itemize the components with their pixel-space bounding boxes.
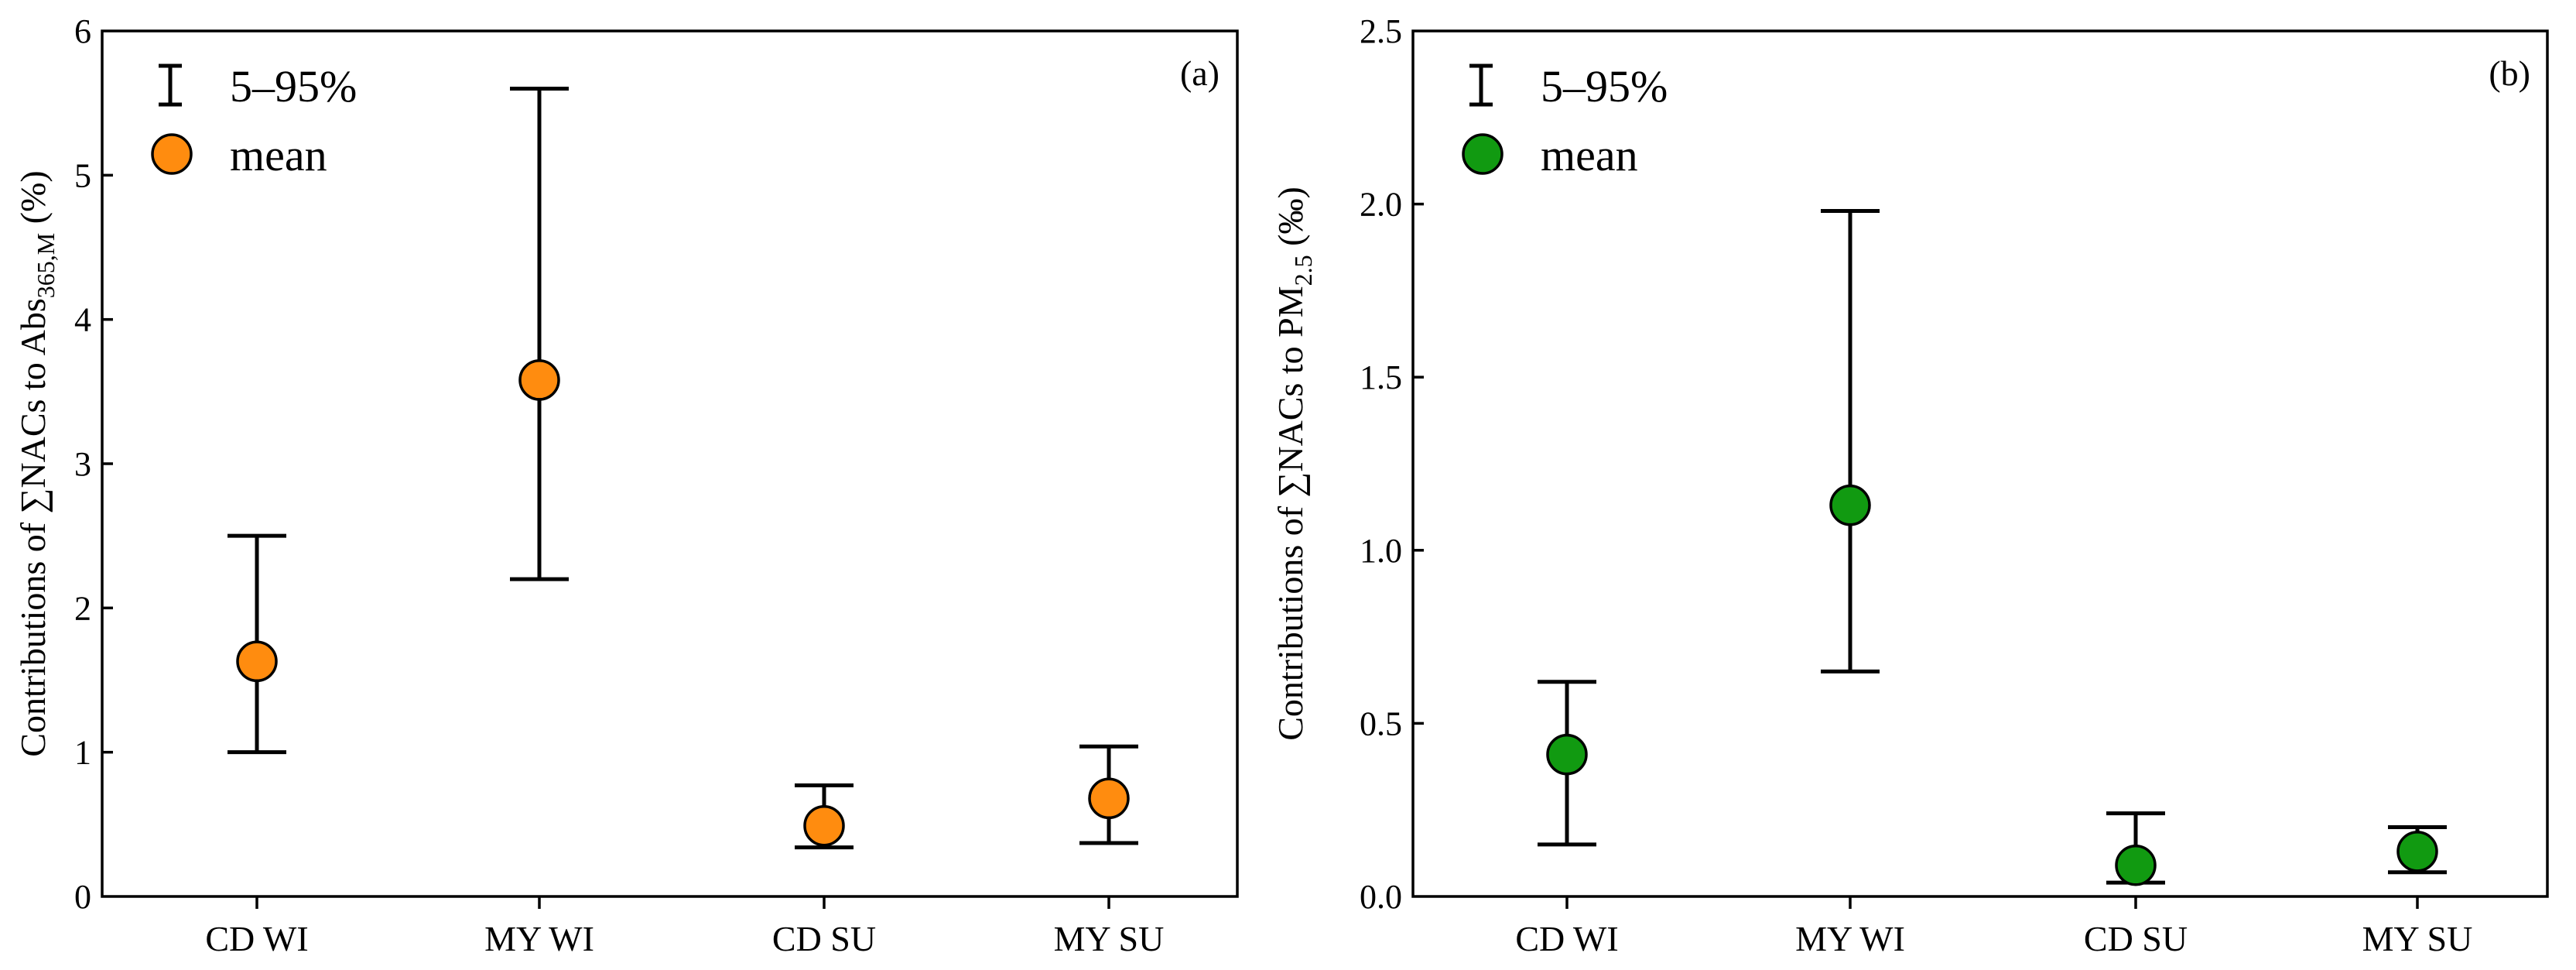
panel-b-y-ticks: 0.0 0.5 1.0 1.5 2.0 2.5 [1360, 12, 1424, 916]
panel-b-y-tick-label: 2.5 [1360, 12, 1402, 50]
panel-b-y-tick-label: 0.0 [1360, 878, 1402, 916]
panel-a-y-tick-label: 3 [74, 445, 91, 483]
panel-a-tag: (a) [1180, 53, 1220, 93]
panel-b-mean-point [2396, 831, 2438, 872]
panel-a-y-tick-label: 5 [74, 156, 91, 194]
panel-b-y-tick-label: 0.5 [1360, 704, 1402, 742]
panel-a-y-tick-label: 2 [74, 589, 91, 627]
panel-b-x-tick-label: CD SU [2084, 919, 2188, 958]
panel-b-errorbar [1821, 209, 1880, 674]
panel-a-legend-mean-marker [151, 133, 193, 175]
panel-a-mean-point [803, 804, 845, 847]
panel-a-mean-point [1088, 777, 1130, 820]
panel-b-plot-frame [1411, 29, 2549, 898]
panel-b-y-tick-label: 2.0 [1360, 186, 1402, 224]
panel-b-y-tick-label: 1.0 [1360, 532, 1402, 570]
panel-a-legend-range-label: 5–95% [230, 61, 357, 111]
panel-a-mean-point [518, 359, 560, 401]
panel-a-y-ticks: 0 1 2 3 4 5 6 [74, 12, 113, 916]
panel-b-legend: 5–95% mean [1462, 61, 1668, 180]
panel-a-x-tick-label: CD SU [772, 919, 876, 958]
panel-a-x-tick-label: CD WI [205, 919, 308, 958]
panel-a-y-tick-label: 6 [74, 12, 91, 50]
panel-b-marks [1538, 209, 2447, 886]
panel-a-legend-mean-label: mean [230, 130, 327, 180]
panel-a-legend: 5–95% mean [151, 61, 357, 180]
panel-a-mean-point [236, 640, 278, 683]
panel-b-x-tick-label: CD WI [1515, 919, 1618, 958]
panel-a-y-tick-label: 1 [74, 734, 91, 772]
panel-b-x-tick-label: MY WI [1795, 919, 1905, 958]
panel-b-y-tick-label: 1.5 [1360, 358, 1402, 396]
panel-a-errorbar [510, 87, 569, 581]
panel-b-x-ticks: CD WI MY WI CD SU MY SU [1515, 896, 2472, 958]
panel-a-x-tick-label: MY SU [1054, 919, 1165, 958]
panel-b-y-axis-label: Contributions of ∑NACs to PM2.5 (‰) [1271, 187, 1317, 741]
panel-b-x-tick-label: MY SU [2362, 919, 2473, 958]
panel-a-y-tick-label: 4 [74, 301, 91, 339]
panel-b-legend-range-label: 5–95% [1541, 61, 1668, 111]
panel-b-legend-errorbar-icon [1469, 63, 1493, 107]
panel-b-tag: (b) [2489, 53, 2530, 93]
panel-a-y-tick-label: 0 [74, 878, 91, 916]
panel-a-x-tick-label: MY WI [484, 919, 594, 958]
panel-b-mean-point [1829, 484, 1871, 526]
panel-a-x-ticks: CD WI MY WI CD SU MY SU [205, 896, 1164, 958]
panel-a: 0 1 2 3 4 5 6 CD WI MY WI CD SU MY SU Contributio… [13, 12, 1239, 958]
panel-a-y-axis-label: Contributions of ∑NACs to Abs365,M (%) [13, 170, 60, 756]
panel-b: 0.00.51.01.52.02.5 CD WI MY WI CD SU MY SU … [1271, 12, 2549, 958]
panel-a-legend-errorbar-icon [159, 63, 182, 107]
panel-b-mean-point [1546, 733, 1588, 776]
panel-b-mean-point [2115, 845, 2157, 886]
panel-b-legend-mean-label: mean [1541, 130, 1638, 180]
panel-b-legend-mean-marker [1462, 133, 1504, 175]
panel-a-marks [227, 87, 1138, 850]
